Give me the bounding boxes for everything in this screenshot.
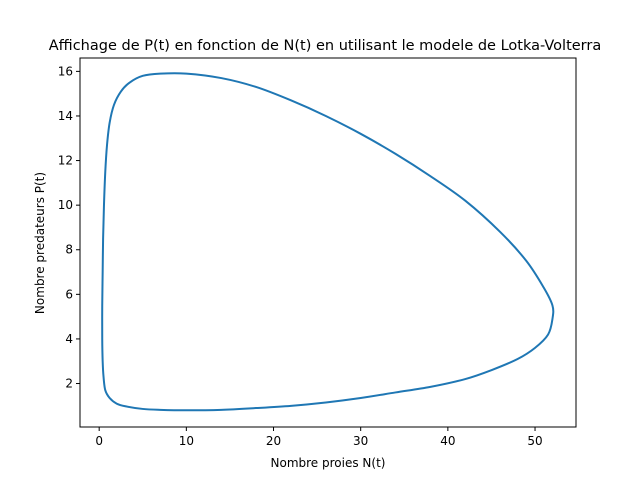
y-axis-label: Nombre predateurs P(t) — [33, 172, 47, 314]
x-tick-label: 10 — [179, 434, 194, 448]
y-tick-label: 4 — [65, 332, 73, 346]
y-tick-label: 10 — [58, 198, 73, 212]
x-tick-label: 40 — [440, 434, 455, 448]
x-tick-label: 50 — [527, 434, 542, 448]
x-axis-label: Nombre proies N(t) — [271, 456, 386, 470]
x-tick-label: 20 — [266, 434, 281, 448]
y-tick-label: 14 — [58, 109, 73, 123]
y-tick-label: 12 — [58, 154, 73, 168]
plot-area — [101, 72, 555, 412]
x-tick-label: 30 — [353, 434, 368, 448]
y-tick-label: 16 — [58, 64, 73, 78]
x-tick-label: 0 — [95, 434, 103, 448]
y-tick-label: 6 — [65, 287, 73, 301]
y-tick-label: 8 — [65, 243, 73, 257]
phase-trajectory-line — [101, 72, 555, 412]
plot-frame — [79, 57, 577, 428]
axis-ticks: 0 10 20 30 40 50 2 4 6 8 10 12 14 16 — [58, 64, 543, 448]
chart-title: Affichage de P(t) en fonction de N(t) en… — [49, 38, 601, 54]
y-tick-label: 2 — [65, 377, 73, 391]
